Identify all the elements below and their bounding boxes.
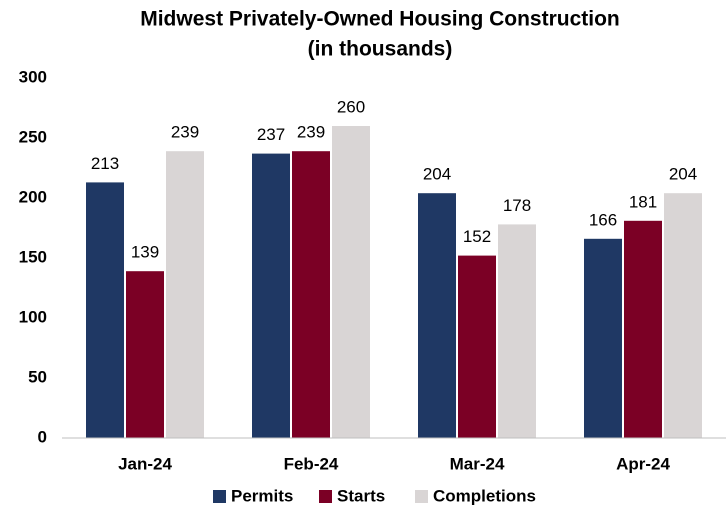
- bar: [584, 238, 622, 438]
- y-tick-label: 100: [19, 307, 47, 326]
- data-label: 204: [423, 165, 451, 184]
- legend-swatch: [213, 490, 226, 503]
- legend-label: Permits: [231, 486, 293, 505]
- data-label: 152: [463, 227, 491, 246]
- bar: [166, 151, 204, 438]
- legend-swatch: [319, 490, 332, 503]
- data-label: 213: [91, 154, 119, 173]
- y-tick-label: 200: [19, 187, 47, 206]
- bar: [498, 224, 536, 438]
- data-label: 181: [629, 192, 657, 211]
- bar: [332, 126, 370, 438]
- y-tick-label: 50: [28, 367, 47, 386]
- data-label: 237: [257, 125, 285, 144]
- x-tick-label: Mar-24: [450, 454, 505, 473]
- chart-title: Midwest Privately-Owned Housing Construc…: [140, 8, 620, 31]
- legend-label: Completions: [433, 486, 536, 505]
- y-tick-label: 250: [19, 127, 47, 146]
- bar: [292, 151, 330, 438]
- legend-label: Starts: [337, 486, 385, 505]
- y-tick-label: 150: [19, 247, 47, 266]
- data-label: 204: [669, 165, 697, 184]
- x-tick-label: Jan-24: [118, 454, 172, 473]
- x-tick-label: Apr-24: [616, 454, 670, 473]
- bar: [418, 193, 456, 438]
- y-tick-label: 0: [38, 427, 47, 446]
- data-label: 239: [171, 123, 199, 142]
- x-tick-label: Feb-24: [284, 454, 339, 473]
- bar: [624, 220, 662, 438]
- bar: [252, 153, 290, 438]
- data-label: 239: [297, 123, 325, 142]
- data-label: 139: [131, 243, 159, 262]
- data-label: 260: [337, 97, 365, 116]
- bar: [664, 193, 702, 438]
- data-label: 166: [589, 210, 617, 229]
- data-label: 178: [503, 196, 531, 215]
- bar: [126, 271, 164, 438]
- bar: [86, 182, 124, 438]
- legend-swatch: [415, 490, 428, 503]
- y-tick-label: 300: [19, 67, 47, 86]
- chart-title: (in thousands): [308, 38, 453, 61]
- bar: [458, 255, 496, 438]
